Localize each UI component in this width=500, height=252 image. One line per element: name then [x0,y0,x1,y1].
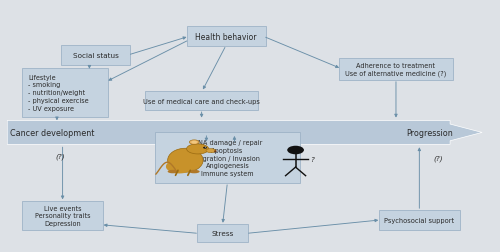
FancyBboxPatch shape [187,27,266,47]
Text: Lifestyle
- smoking
- nutrition/weight
- physical exercise
- UV exposure: Lifestyle - smoking - nutrition/weight -… [28,74,89,111]
Text: Live events
Personality traits
Depression: Live events Personality traits Depressio… [35,205,90,226]
Text: Social status: Social status [73,53,118,59]
Ellipse shape [190,140,199,145]
FancyBboxPatch shape [196,225,248,242]
Text: Cancer development: Cancer development [10,129,94,138]
FancyBboxPatch shape [340,58,452,81]
Text: Psychosocial support: Psychosocial support [384,217,454,223]
Text: Use of medical care and check-ups: Use of medical care and check-ups [143,98,260,104]
Ellipse shape [186,144,208,154]
FancyBboxPatch shape [378,210,460,230]
FancyBboxPatch shape [62,46,130,66]
Circle shape [214,151,217,152]
FancyBboxPatch shape [22,201,103,230]
Circle shape [203,147,207,149]
FancyBboxPatch shape [145,91,258,111]
FancyBboxPatch shape [155,132,300,184]
Circle shape [205,147,206,148]
Ellipse shape [168,149,203,172]
Text: Progression: Progression [406,129,453,138]
FancyBboxPatch shape [22,68,108,117]
Ellipse shape [192,141,197,144]
Circle shape [287,146,304,155]
Text: Adherence to treatment
Use of alternative medicine (?): Adherence to treatment Use of alternativ… [346,62,446,77]
Polygon shape [7,121,482,145]
Ellipse shape [189,170,200,174]
Text: ?: ? [310,156,314,162]
Ellipse shape [206,149,216,153]
Ellipse shape [168,170,178,174]
Text: DNA damage / repair
Apoptosis
Migration / Invasion
Angiogenesis
Immune system: DNA damage / repair Apoptosis Migration … [192,140,262,176]
Text: (?): (?) [56,153,65,159]
Ellipse shape [166,160,193,174]
Text: Stress: Stress [212,231,234,237]
Text: Health behavior: Health behavior [196,33,257,42]
Text: (?): (?) [433,155,442,162]
